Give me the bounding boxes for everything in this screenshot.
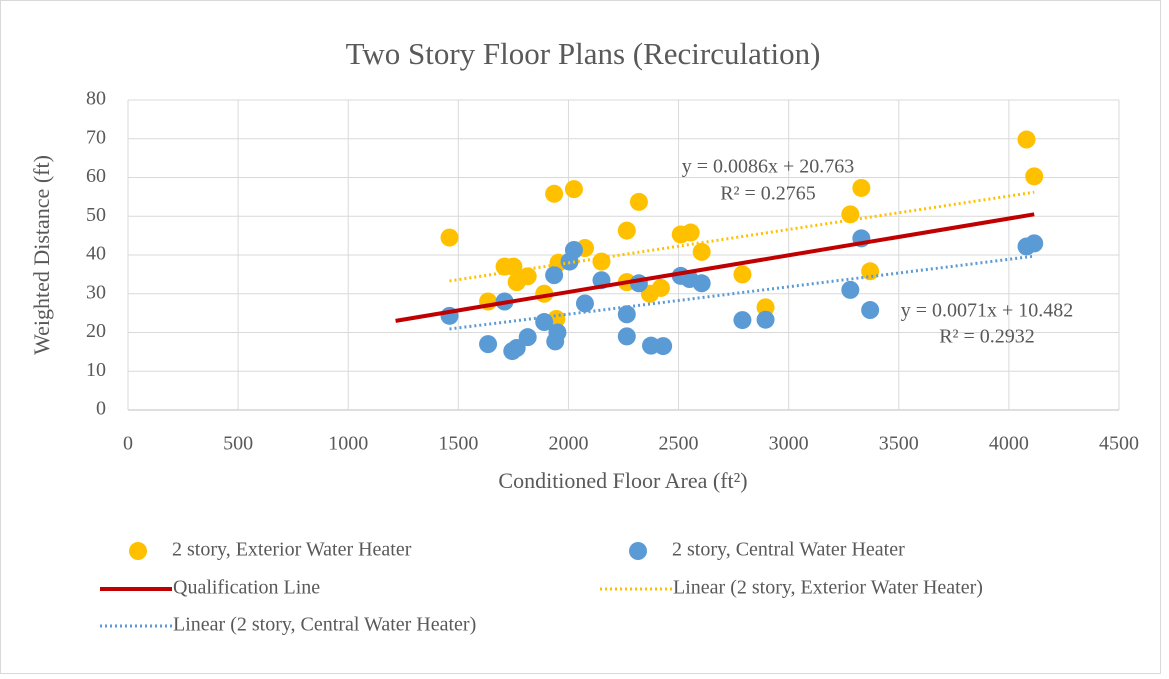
x-tick-label: 4000 (989, 433, 1029, 455)
annotation: y = 0.0086x + 20.763 (682, 156, 855, 178)
x-tick-label: 3500 (879, 433, 919, 455)
y-tick-label: 40 (86, 243, 106, 265)
data-point (518, 328, 537, 347)
data-point (617, 327, 636, 346)
y-tick-label: 80 (86, 88, 106, 110)
data-point (733, 311, 752, 330)
data-point (756, 310, 775, 329)
data-point (507, 339, 526, 357)
data-point (681, 223, 700, 242)
data-point (479, 335, 498, 354)
y-tick-label: 60 (86, 165, 106, 187)
x-tick-label: 0 (123, 433, 133, 455)
legend-marker (129, 542, 147, 560)
annotation: y = 0.0071x + 10.482 (901, 300, 1074, 322)
data-point (756, 298, 775, 317)
x-tick-label: 500 (223, 433, 253, 455)
data-point (841, 280, 860, 299)
data-point (617, 221, 636, 240)
legend-label: Linear (2 story, Central Water Heater) (173, 614, 476, 636)
data-point (545, 266, 564, 285)
data-point (861, 301, 880, 320)
annotation: R² = 0.2932 (939, 326, 1035, 348)
line-series (395, 212, 1035, 323)
data-point (692, 274, 711, 293)
y-tick-label: 70 (86, 126, 106, 148)
line-series (449, 190, 1035, 283)
y-tick-label: 20 (86, 320, 106, 342)
data-point (617, 305, 636, 324)
y-tick-label: 10 (86, 359, 106, 381)
data-point (692, 242, 711, 261)
data-point (575, 294, 594, 313)
line-series (449, 254, 1035, 331)
x-tick-label: 2000 (548, 433, 588, 455)
data-point (651, 278, 670, 297)
chart-title: Two Story Floor Plans (Recirculation) (346, 36, 821, 71)
x-tick-label: 4500 (1099, 433, 1139, 455)
y-axis-title: Weighted Distance (ft) (29, 155, 54, 355)
x-tick-label: 1500 (438, 433, 478, 455)
y-tick-label: 50 (86, 204, 106, 226)
x-tick-label: 2500 (659, 433, 699, 455)
data-point (654, 337, 673, 356)
legend-label: Qualification Line (173, 577, 320, 599)
data-point (733, 265, 752, 284)
legend-label: 2 story, Exterior Water Heater (172, 539, 412, 561)
x-axis-title: Conditioned Floor Area (ft²) (498, 468, 747, 493)
data-point (545, 184, 564, 203)
data-point (861, 262, 880, 281)
legend-label: Linear (2 story, Exterior Water Heater) (673, 577, 983, 599)
data-point (852, 178, 871, 197)
data-point (1017, 130, 1036, 149)
annotation: R² = 0.2765 (720, 183, 816, 205)
data-point (564, 240, 583, 259)
y-tick-label: 30 (86, 281, 106, 303)
data-point (629, 192, 648, 211)
data-point (546, 332, 565, 351)
x-tick-label: 1000 (328, 433, 368, 455)
data-point (518, 267, 537, 286)
x-tick-label: 3000 (769, 433, 809, 455)
data-point (564, 180, 583, 199)
data-point (1025, 234, 1044, 253)
data-point (440, 228, 459, 247)
legend-label: 2 story, Central Water Heater (672, 539, 905, 561)
data-point (592, 252, 611, 271)
data-point (1025, 167, 1044, 186)
y-tick-label: 0 (96, 398, 106, 420)
legend-marker (629, 542, 647, 560)
